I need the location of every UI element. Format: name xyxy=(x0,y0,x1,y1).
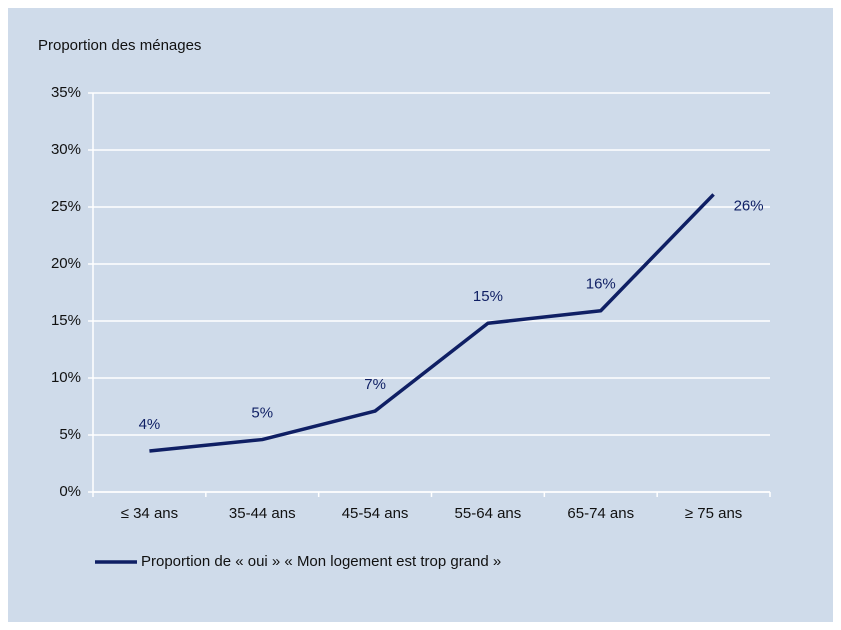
data-label: 16% xyxy=(586,276,616,293)
data-label: 15% xyxy=(473,288,503,305)
y-tick-label: 30% xyxy=(51,141,81,158)
y-tick-label: 10% xyxy=(51,369,81,386)
data-label: 4% xyxy=(139,416,161,433)
x-tick-label: ≥ 75 ans xyxy=(685,505,742,522)
legend-label: Proportion de « oui » « Mon logement est… xyxy=(141,553,501,570)
y-tick-label: 0% xyxy=(59,483,81,500)
data-label: 7% xyxy=(364,376,386,393)
y-tick-label: 20% xyxy=(51,255,81,272)
background xyxy=(8,8,833,622)
x-tick-label: 55-64 ans xyxy=(455,505,522,522)
data-line xyxy=(149,193,715,453)
y-tick-label: 15% xyxy=(51,312,81,329)
x-tick-label: 65-74 ans xyxy=(567,505,634,522)
x-tick-label: ≤ 34 ans xyxy=(121,505,178,522)
data-label: 26% xyxy=(734,197,764,214)
data-label: 5% xyxy=(251,405,273,422)
x-tick-label: 35-44 ans xyxy=(229,505,296,522)
y-tick-label: 5% xyxy=(59,426,81,443)
y-tick-label: 35% xyxy=(51,84,81,101)
x-tick-label: 45-54 ans xyxy=(342,505,409,522)
y-tick-label: 25% xyxy=(51,198,81,215)
y-axis-label: Proportion des ménages xyxy=(38,37,201,54)
